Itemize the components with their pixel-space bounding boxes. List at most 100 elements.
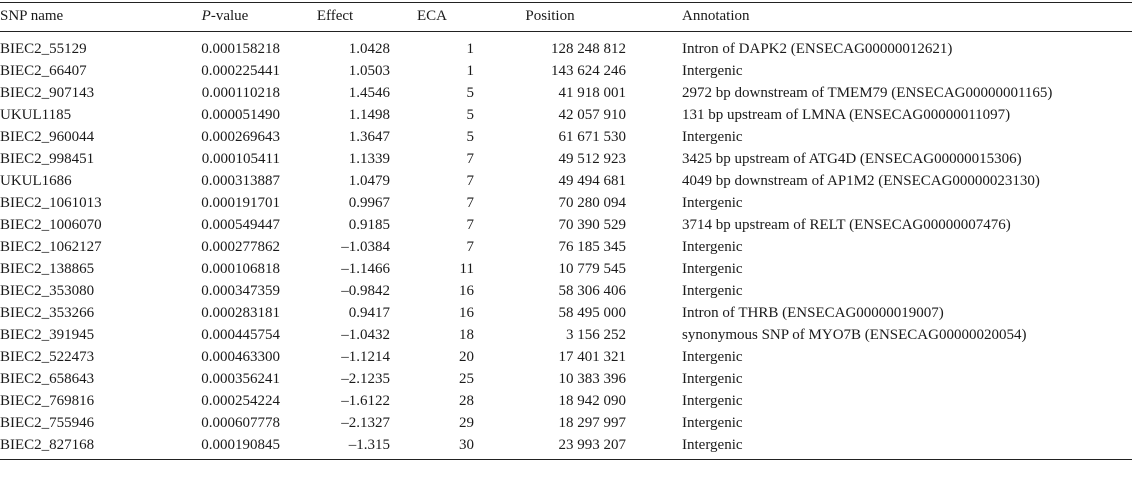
cell-eca: 28: [459, 393, 474, 409]
cell-spacer: [626, 347, 682, 369]
cell-eca: 7: [466, 151, 475, 167]
cell-p-value: 0.000313887: [201, 173, 280, 189]
cell-eca: 25: [459, 371, 474, 387]
header-position: Position: [474, 2, 626, 32]
cell-eca: 30: [390, 434, 474, 460]
table-row: BIEC2_827168 0.000190845 –1.315 30 23 993 20…: [0, 434, 1132, 460]
cell-effect: 1.0503: [348, 63, 390, 79]
cell-p-value: 0.000607778: [201, 415, 280, 431]
cell-eca: 5: [466, 85, 475, 101]
table-row: BIEC2_755946 0.000607778 –2.1327 29 18 297 9…: [0, 413, 1132, 435]
cell-p-value: 0.000254224: [201, 393, 280, 409]
cell-position: 61 671 530: [558, 129, 627, 145]
cell-position: 3 156 252: [566, 327, 626, 343]
table-row: UKUL1185 0.000051490 1.1498 5 42 057 910 131 …: [0, 105, 1132, 127]
table-row: BIEC2_55129 0.000158218 1.0428 1 128 248 812…: [0, 32, 1132, 61]
cell-spacer: [626, 32, 682, 61]
cell-p-value: 0.000105411: [201, 151, 280, 167]
cell-spacer: [626, 391, 682, 413]
cell-effect: –1.6122: [341, 393, 390, 409]
cell-position: 18 297 997: [558, 415, 627, 431]
cell-position: 70 390 529: [558, 217, 627, 233]
cell-snp-name: BIEC2_769816: [0, 393, 95, 409]
cell-p-value: 0.000549447: [201, 217, 280, 233]
cell-effect: –0.9842: [341, 283, 390, 299]
cell-eca: 7: [466, 173, 475, 189]
cell-eca: 1: [466, 63, 475, 79]
cell-position: 58 495 000: [558, 305, 627, 321]
cell-spacer: [626, 259, 682, 281]
cell-snp-name: BIEC2_960044: [0, 129, 95, 145]
cell-effect: –1.315: [280, 434, 390, 460]
table-row: BIEC2_1061013 0.000191701 0.9967 7 70 280 09…: [0, 193, 1132, 215]
table-row: BIEC2_998451 0.000105411 1.1339 7 49 512 923…: [0, 149, 1132, 171]
cell-snp-name: BIEC2_1062127: [0, 239, 102, 255]
cell-effect: –1.0432: [341, 327, 390, 343]
table-row: BIEC2_960044 0.000269643 1.3647 5 61 671 530…: [0, 127, 1132, 149]
cell-annotation: 4049 bp downstream of AP1M2 (ENSECAG0000…: [682, 173, 1040, 189]
cell-annotation: Intergenic: [682, 393, 743, 409]
cell-p-value: 0.000269643: [201, 129, 280, 145]
cell-snp-name: BIEC2_55129: [0, 41, 87, 57]
cell-p-value: 0.000277862: [201, 239, 280, 255]
cell-eca: 16: [459, 305, 474, 321]
cell-p-value: 0.000158218: [201, 41, 280, 57]
cell-annotation: Intergenic: [682, 261, 743, 277]
cell-position: 70 280 094: [558, 195, 627, 211]
cell-eca: 7: [466, 217, 475, 233]
cell-position: 41 918 001: [558, 85, 627, 101]
cell-p-value: 0.000051490: [201, 107, 280, 123]
cell-p-value: 0.000356241: [201, 371, 280, 387]
cell-eca: 5: [466, 107, 475, 123]
cell-snp-name: BIEC2_138865: [0, 261, 95, 277]
cell-position: 76 185 345: [558, 239, 627, 255]
cell-eca: 29: [459, 415, 474, 431]
cell-position: 10 383 396: [558, 371, 627, 387]
cell-position: 49 494 681: [558, 173, 627, 189]
header-row: SNP name P-value Effect ECA Position Ann…: [0, 2, 1132, 32]
header-spacer: [626, 2, 682, 32]
cell-snp-name: UKUL1185: [0, 107, 72, 123]
cell-annotation: Intergenic: [682, 195, 743, 211]
cell-annotation: Intergenic: [682, 434, 1132, 460]
header-p-value-suffix: -value: [210, 8, 249, 24]
table-row: BIEC2_658643 0.000356241 –2.1235 25 10 383 3…: [0, 369, 1132, 391]
cell-snp-name: BIEC2_391945: [0, 327, 95, 343]
cell-position: 128 248 812: [551, 41, 626, 57]
cell-spacer: [626, 434, 682, 460]
cell-effect: –1.0384: [341, 239, 390, 255]
table-row: BIEC2_1062127 0.000277862 –1.0384 7 76 185 3…: [0, 237, 1132, 259]
table-row: BIEC2_353266 0.000283181 0.9417 16 58 495 00…: [0, 303, 1132, 325]
cell-spacer: [626, 281, 682, 303]
cell-eca: 7: [466, 239, 475, 255]
cell-position: 23 993 207: [474, 434, 626, 460]
table-row: BIEC2_522473 0.000463300 –1.1214 20 17 401 3…: [0, 347, 1132, 369]
cell-annotation: synonymous SNP of MYO7B (ENSECAG00000020…: [682, 327, 1027, 343]
cell-spacer: [626, 105, 682, 127]
cell-spacer: [626, 237, 682, 259]
cell-annotation: 2972 bp downstream of TMEM79 (ENSECAG000…: [682, 85, 1053, 101]
table-row: BIEC2_1006070 0.000549447 0.9185 7 70 390 52…: [0, 215, 1132, 237]
cell-effect: 1.0428: [348, 41, 390, 57]
cell-effect: 1.3647: [348, 129, 390, 145]
cell-p-value: 0.000463300: [201, 349, 280, 365]
cell-p-value: 0.000191701: [201, 195, 280, 211]
header-effect: Effect: [280, 2, 390, 32]
table-row: BIEC2_391945 0.000445754 –1.0432 18 3 156 25…: [0, 325, 1132, 347]
cell-effect: 1.1498: [348, 107, 390, 123]
cell-effect: 0.9417: [348, 305, 390, 321]
cell-eca: 20: [459, 349, 474, 365]
cell-spacer: [626, 215, 682, 237]
cell-position: 10 779 545: [558, 261, 627, 277]
cell-snp-name: UKUL1686: [0, 173, 72, 189]
cell-eca: 16: [459, 283, 474, 299]
cell-annotation: Intergenic: [682, 415, 743, 431]
table-row: BIEC2_138865 0.000106818 –1.1466 11 10 779 5…: [0, 259, 1132, 281]
cell-eca: 1: [466, 41, 475, 57]
snp-association-table: SNP name P-value Effect ECA Position Ann…: [0, 2, 1132, 460]
cell-annotation: Intergenic: [682, 239, 743, 255]
cell-spacer: [626, 83, 682, 105]
cell-position: 58 306 406: [558, 283, 627, 299]
cell-spacer: [626, 193, 682, 215]
cell-spacer: [626, 171, 682, 193]
